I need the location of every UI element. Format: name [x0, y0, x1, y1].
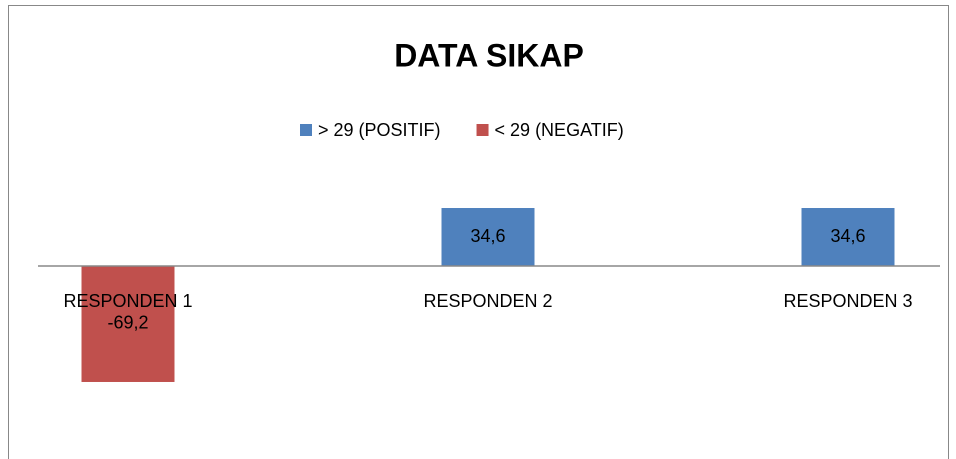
- value-label: 34,6: [470, 226, 505, 246]
- bar: [801, 208, 895, 266]
- legend-label: > 29 (POSITIF): [318, 120, 441, 140]
- legend-swatch: [476, 124, 489, 136]
- legend-swatch: [300, 124, 312, 136]
- x-tick-label: RESPONDEN 1: [63, 291, 192, 311]
- chart-title: DATA SIKAP: [394, 37, 584, 73]
- value-label: -69,2: [107, 313, 148, 333]
- x-tick-label: RESPONDEN 3: [783, 291, 912, 311]
- bar: [441, 208, 535, 266]
- bar: [81, 266, 175, 382]
- value-label: 34,6: [830, 226, 865, 246]
- legend-label: < 29 (NEGATIF): [495, 120, 624, 140]
- x-tick-label: RESPONDEN 2: [423, 291, 552, 311]
